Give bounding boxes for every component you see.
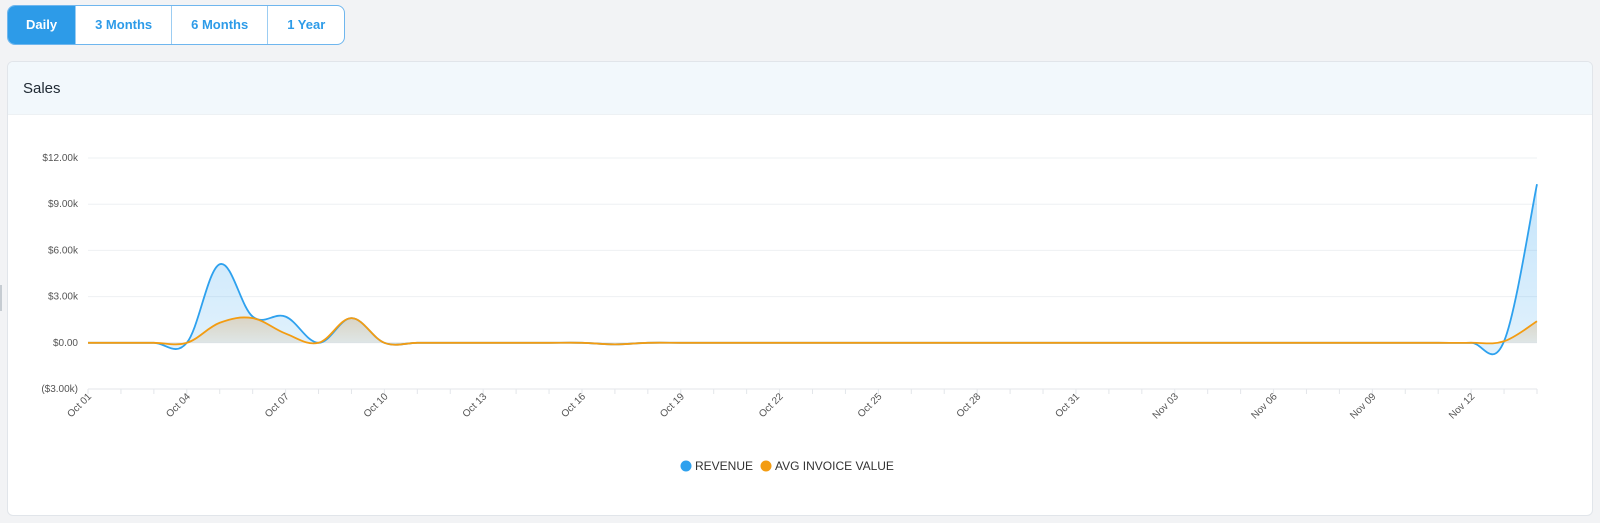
x-tick-label: Nov 06 [1249, 391, 1279, 421]
x-tick-label: Nov 03 [1151, 391, 1181, 421]
legend-item-avg-invoice[interactable]: AVG INVOICE VALUE [760, 459, 894, 473]
tab-daily[interactable]: Daily [8, 6, 76, 44]
legend-item-revenue[interactable]: REVENUE [680, 459, 754, 473]
x-tick-label: Oct 07 [263, 391, 292, 420]
revenue-line [87, 183, 1538, 356]
legend-label: AVG INVOICE VALUE [775, 459, 894, 473]
y-tick-label: ($3.00k) [41, 384, 78, 395]
card-title: Sales [23, 80, 61, 97]
x-tick-label: Oct 10 [362, 391, 391, 420]
x-tick-label: Oct 31 [1053, 391, 1082, 420]
sales-card: Sales [7, 61, 1593, 516]
legend-marker [760, 460, 772, 472]
x-tick-label: Oct 04 [164, 391, 193, 420]
y-tick-label: $0.00 [53, 338, 78, 349]
y-tick-label: $6.00k [48, 245, 79, 256]
y-tick-label: $3.00k [48, 292, 79, 303]
x-tick-label: Oct 13 [461, 391, 490, 420]
y-tick-label: $12.00k [42, 153, 79, 164]
avg-invoice-area [88, 317, 1537, 345]
legend-marker [680, 460, 692, 472]
avg-invoice-line [87, 316, 1538, 346]
tab-1-year[interactable]: 1 Year [267, 6, 344, 44]
tab-6-months[interactable]: 6 Months [171, 6, 267, 44]
x-tick-label: Oct 19 [658, 391, 687, 420]
x-tick-label: Oct 16 [559, 391, 588, 420]
card-header: Sales [8, 62, 1592, 115]
revenue-area [88, 184, 1537, 355]
tab-3-months[interactable]: 3 Months [75, 6, 171, 44]
x-tick-label: Oct 25 [856, 391, 885, 420]
x-tick-label: Nov 12 [1447, 391, 1477, 421]
y-tick-label: $9.00k [48, 199, 79, 210]
x-tick-label: Oct 01 [66, 391, 95, 420]
x-tick-label: Nov 09 [1348, 391, 1378, 421]
x-tick-label: Oct 28 [955, 391, 984, 420]
date-range-tabs: Daily 3 Months 6 Months 1 Year [7, 5, 346, 45]
side-collapse-handle[interactable] [0, 285, 2, 311]
x-tick-label: Oct 22 [757, 391, 786, 420]
legend-label: REVENUE [695, 459, 753, 473]
